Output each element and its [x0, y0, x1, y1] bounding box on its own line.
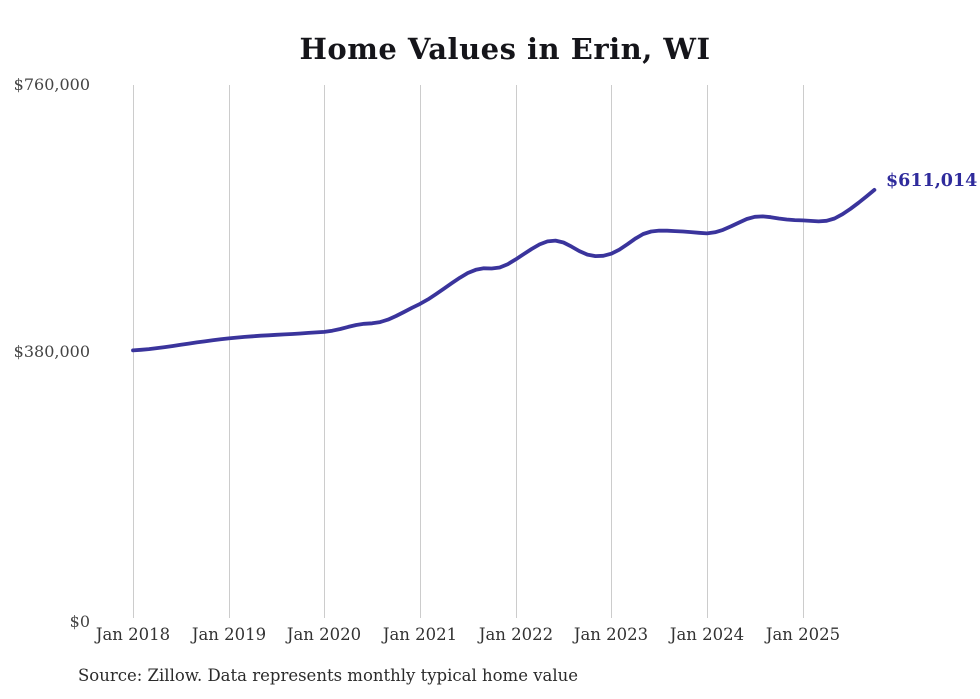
gridline-jan-2021 — [420, 85, 421, 618]
gridline-jan-2022 — [516, 85, 517, 618]
y-tick-0: $0 — [69, 612, 90, 631]
x-tick-jan-2022: Jan 2022 — [478, 625, 554, 644]
x-tick-jan-2023: Jan 2023 — [573, 625, 649, 644]
x-tick-jan-2020: Jan 2020 — [286, 625, 362, 644]
chart-title: Home Values in Erin, WI — [299, 32, 711, 66]
current-value-label: $611,014 — [886, 171, 978, 191]
y-tick-760000: $760,000 — [13, 75, 90, 94]
x-tick-jan-2021: Jan 2021 — [382, 625, 458, 644]
gridline-jan-2020 — [324, 85, 325, 618]
gridline-jan-2025 — [803, 85, 804, 618]
x-tick-jan-2018: Jan 2018 — [95, 625, 171, 644]
gridline-jan-2019 — [229, 85, 230, 618]
x-tick-jan-2024: Jan 2024 — [669, 625, 745, 644]
gridline-jan-2023 — [611, 85, 612, 618]
source-note: Source: Zillow. Data represents monthly … — [78, 666, 579, 685]
gridline-jan-2024 — [707, 85, 708, 618]
y-tick-380000: $380,000 — [13, 342, 90, 361]
x-tick-jan-2019: Jan 2019 — [191, 625, 267, 644]
x-tick-jan-2025: Jan 2025 — [765, 625, 841, 644]
home-value-line — [131, 187, 877, 353]
